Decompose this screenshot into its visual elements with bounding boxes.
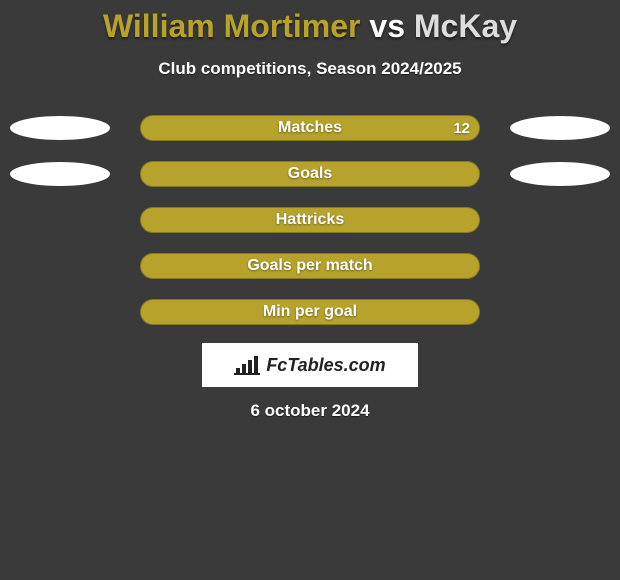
stat-label: Hattricks <box>276 211 344 229</box>
stat-label: Goals per match <box>247 257 372 275</box>
ellipse-left <box>10 116 110 140</box>
ellipse-right <box>510 116 610 140</box>
bar-chart-icon <box>234 354 260 376</box>
title-vs: vs <box>369 8 405 44</box>
ellipse-right <box>510 162 610 186</box>
stat-row-goals-per-match: Goals per match <box>0 253 620 279</box>
logo-text: FcTables.com <box>266 355 385 376</box>
stat-bar: Min per goal <box>140 299 480 325</box>
stat-label: Goals <box>288 165 332 183</box>
stat-bar: Goals <box>140 161 480 187</box>
date-line: 6 october 2024 <box>0 401 620 421</box>
stat-row-min-per-goal: Min per goal <box>0 299 620 325</box>
stat-bar: Goals per match <box>140 253 480 279</box>
stat-bar: Matches 12 <box>140 115 480 141</box>
stat-row-matches: Matches 12 <box>0 115 620 141</box>
stat-label: Min per goal <box>263 303 357 321</box>
title-player1: William Mortimer <box>103 8 361 44</box>
stat-bar: Hattricks <box>140 207 480 233</box>
stat-label: Matches <box>278 119 342 137</box>
stat-row-goals: Goals <box>0 161 620 187</box>
ellipse-left <box>10 162 110 186</box>
subtitle: Club competitions, Season 2024/2025 <box>0 59 620 79</box>
title-player2: McKay <box>414 8 517 44</box>
stat-row-hattricks: Hattricks <box>0 207 620 233</box>
page-title: William Mortimer vs McKay <box>0 0 620 45</box>
logo-box: FcTables.com <box>202 343 418 387</box>
stats-container: Matches 12 Goals Hattricks Goals per mat… <box>0 115 620 325</box>
stat-value-right: 12 <box>453 120 470 137</box>
